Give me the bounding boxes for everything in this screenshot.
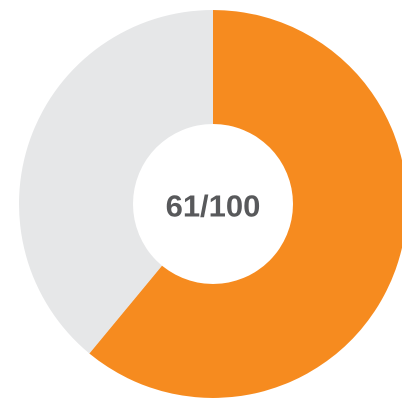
donut-hole: [133, 124, 293, 284]
center-label: 61/100: [166, 189, 261, 224]
donut-segment: [18, 10, 214, 354]
